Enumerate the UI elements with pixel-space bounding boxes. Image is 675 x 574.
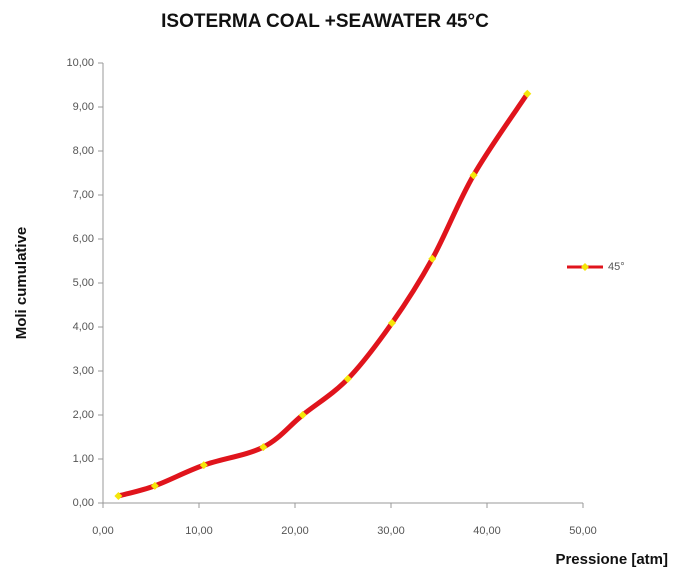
marker	[428, 254, 437, 263]
x-tick-label: 0,00	[92, 525, 113, 537]
x-tick-label: 50,00	[569, 525, 597, 537]
chart-title: ISOTERMA COAL +SEAWATER 45°C	[161, 11, 489, 32]
x-tick-label: 20,00	[281, 525, 309, 537]
y-tick-label: 9,00	[73, 101, 94, 113]
y-tick-label: 6,00	[73, 233, 94, 245]
marker	[259, 443, 268, 452]
marker	[114, 491, 123, 500]
y-tick-label: 4,00	[73, 321, 94, 333]
y-tick-label: 1,00	[73, 453, 94, 465]
y-tick-label: 2,00	[73, 409, 94, 421]
marker	[523, 89, 532, 98]
marker	[343, 374, 352, 383]
y-tick-label: 5,00	[73, 277, 94, 289]
y-tick-label: 0,00	[73, 497, 94, 509]
y-axis-label: Moli cumulative	[13, 227, 30, 340]
x-tick-label: 40,00	[473, 525, 501, 537]
y-tick-label: 10,00	[66, 57, 94, 69]
marker	[298, 411, 307, 419]
x-axis-label: Pressione [atm]	[555, 551, 668, 568]
y-tick-label: 7,00	[73, 189, 94, 201]
marker	[469, 171, 478, 180]
x-tick-label: 30,00	[377, 525, 405, 537]
y-tick-label: 3,00	[73, 365, 94, 377]
marker	[199, 461, 208, 470]
legend-label: 45°	[608, 261, 625, 273]
marker	[150, 481, 159, 490]
y-tick-label: 8,00	[73, 145, 94, 157]
x-tick-label: 10,00	[185, 525, 213, 537]
marker	[387, 319, 396, 328]
series-line	[117, 92, 530, 499]
legend-marker	[581, 263, 589, 271]
